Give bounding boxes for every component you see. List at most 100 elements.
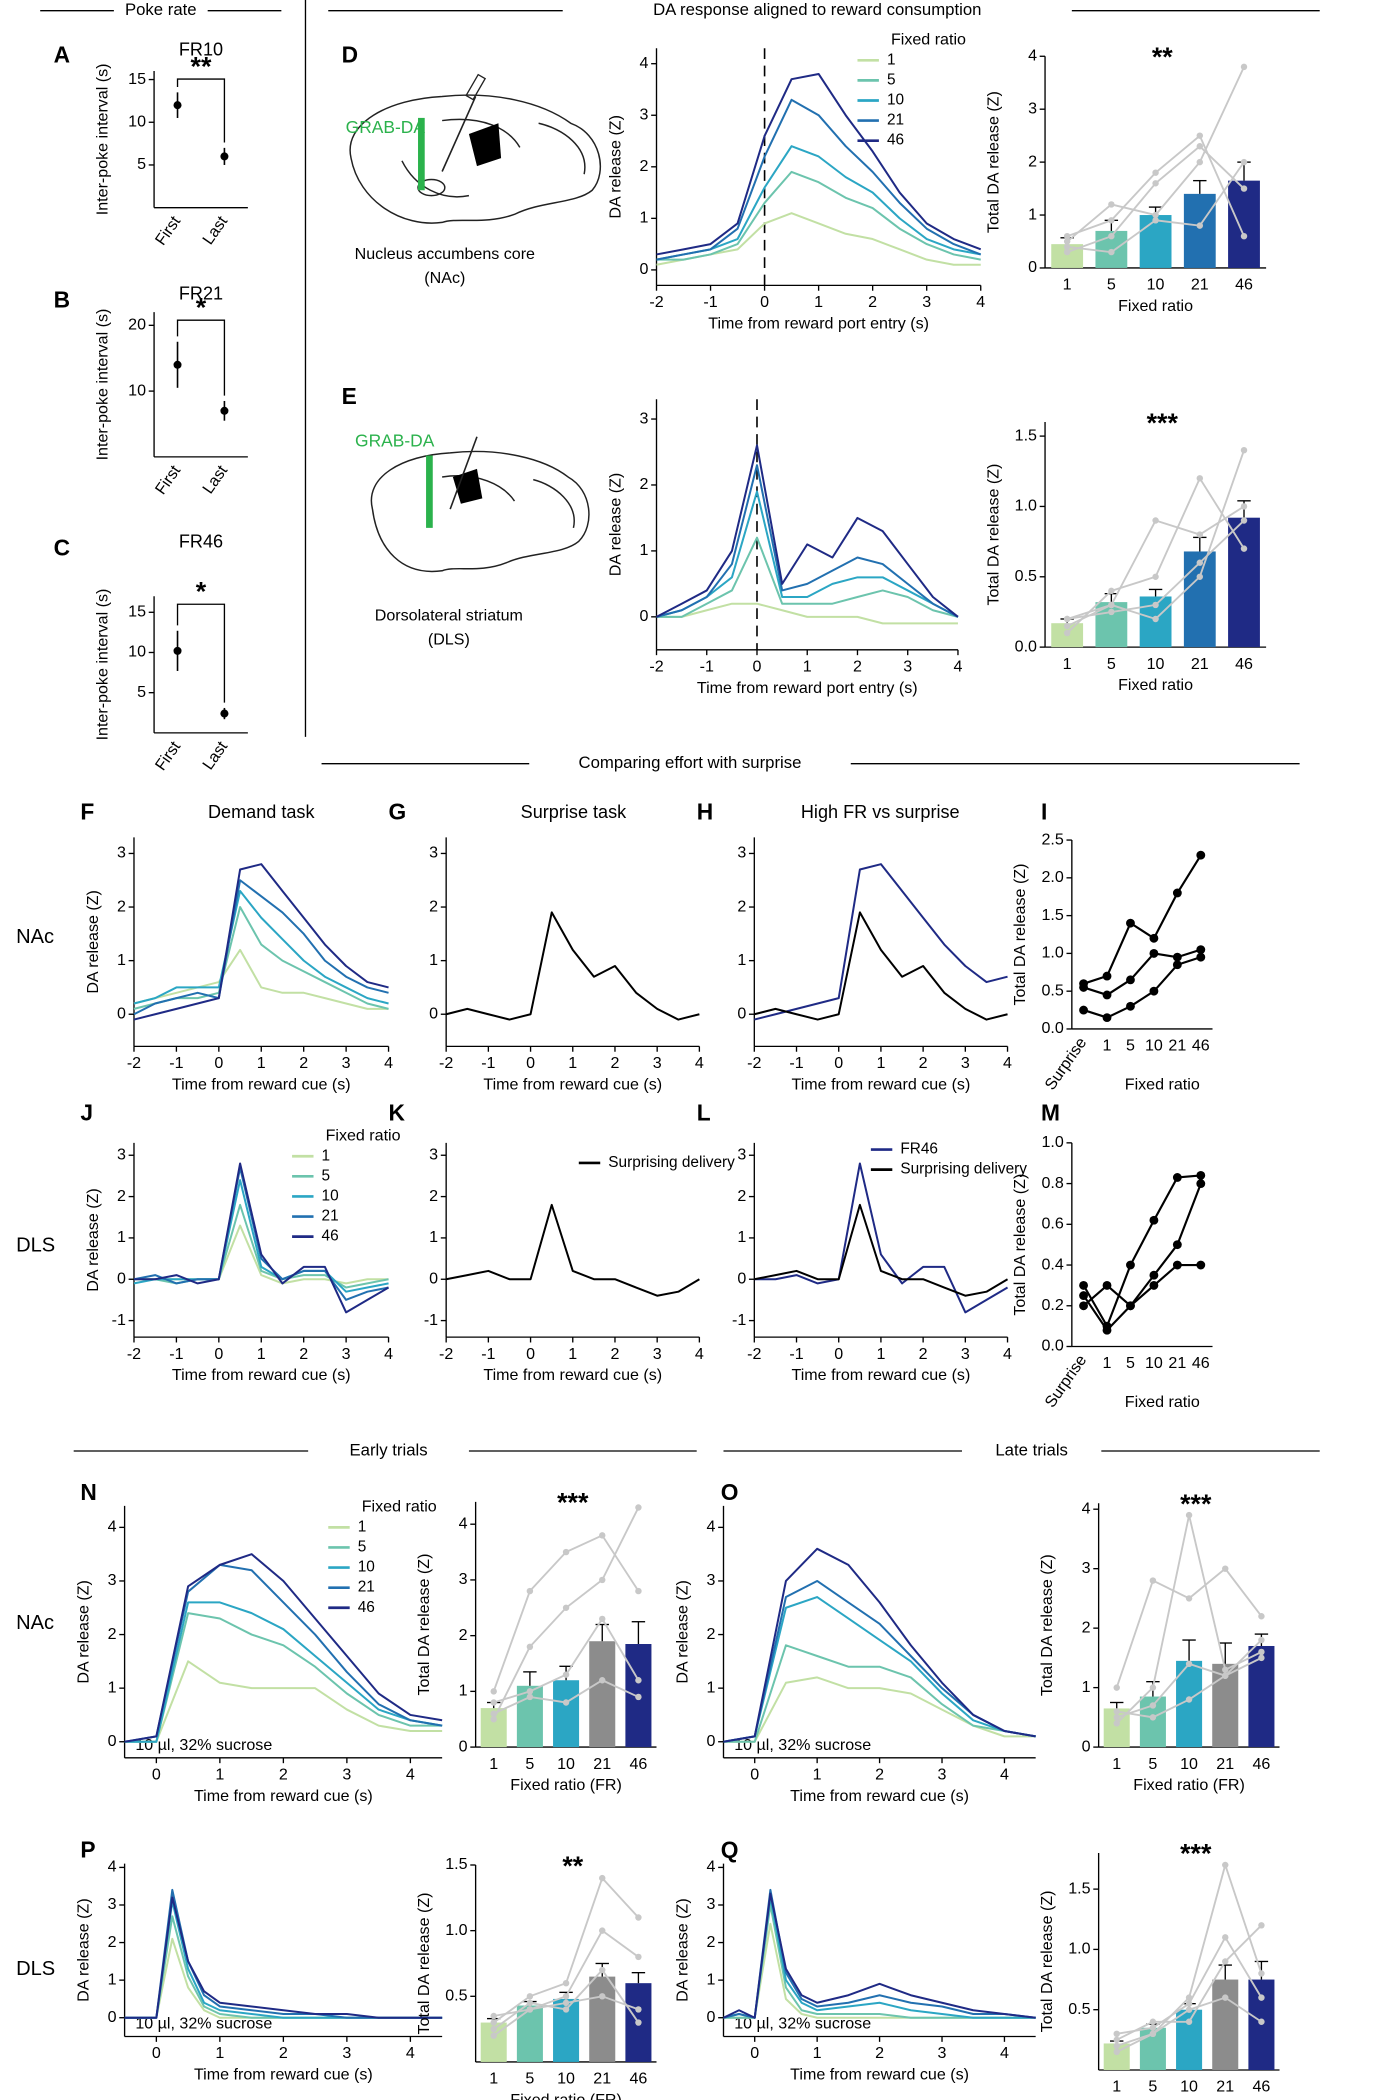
series-line: [723, 1596, 1036, 1743]
subject-point: [1108, 217, 1115, 224]
subject-point: [1185, 2006, 1193, 2013]
x-tick-label: 46: [1235, 655, 1253, 673]
probe-label: GRAB-DA: [355, 431, 435, 451]
illustration-nac: GRAB-DA Nucleus accumbens core (NAc): [346, 73, 601, 287]
point: [1102, 1325, 1112, 1335]
y-tick-label: 1: [707, 1970, 716, 1988]
y-tick-label: 0: [640, 607, 649, 625]
panel-title: FR21: [179, 284, 223, 304]
series-line: [723, 1547, 1036, 1743]
x-tick-label: 21: [593, 2070, 611, 2088]
x-tick-label: 4: [1003, 1345, 1012, 1363]
y-tick-label: 2: [1082, 1618, 1091, 1636]
y-tick-label: 0: [108, 1732, 117, 1750]
bar: [589, 1976, 616, 2062]
y-tick-label: 3: [707, 1571, 716, 1589]
subject-point: [1149, 1702, 1157, 1709]
y-tick-label: 0.5: [445, 1987, 467, 2005]
series-line: [723, 1892, 1036, 2019]
series-line: [124, 1915, 443, 2019]
x-tick-label: 0: [753, 657, 762, 675]
x-tick-label: 46: [629, 2070, 647, 2088]
x-tick-label: 1: [489, 2070, 498, 2088]
subject-point: [599, 1615, 606, 1623]
panel-letter: I: [1041, 798, 1047, 824]
subject-point: [599, 1993, 606, 2000]
subject-point: [490, 2019, 497, 2026]
x-tick-label: Last: [199, 462, 231, 498]
subject-point: [1149, 2024, 1157, 2032]
series-line: [723, 1903, 1036, 2019]
y-tick-label: 0: [117, 1004, 126, 1022]
subject-point: [1063, 243, 1071, 251]
x-tick-label: -2: [439, 1054, 453, 1072]
subject-point: [562, 1548, 570, 1556]
x-tick-label: 2: [868, 293, 877, 311]
panel-letter: O: [721, 1479, 739, 1505]
x-tick-label: 5: [525, 1755, 534, 1773]
subject-point: [1240, 232, 1248, 240]
y-tick-label: 0: [737, 1270, 746, 1288]
x-tick-label: 5: [1148, 2078, 1157, 2096]
x-tick-label: -1: [481, 1345, 495, 1363]
x-tick-label: 10: [1145, 1354, 1163, 1372]
x-axis-label: Fixed ratio: [1125, 1393, 1200, 1411]
legend-label: 10: [322, 1188, 339, 1205]
bar: [589, 1641, 616, 1748]
significance: *: [196, 293, 207, 323]
x-tick-label: 4: [406, 1765, 415, 1783]
y-tick-label: 3: [108, 1571, 117, 1589]
subject-point: [1152, 180, 1159, 187]
x-tick-label: -2: [649, 293, 663, 311]
x-tick-label: 2: [611, 1345, 620, 1363]
y-tick-label: 0.5: [1015, 567, 1037, 585]
y-axis-label: DA release (Z): [84, 890, 102, 994]
x-axis-label: Time from reward cue (s): [194, 1787, 373, 1805]
y-tick-label: 0: [108, 2008, 117, 2026]
syringe: [441, 96, 477, 172]
panel-letter: G: [389, 798, 407, 824]
series-line: [656, 72, 982, 256]
x-tick-label: 5: [1126, 1354, 1135, 1372]
y-tick-label: -1: [732, 1311, 746, 1329]
series-line: [723, 1644, 1036, 1743]
y-tick-label: 1: [429, 951, 438, 969]
x-tick-label: 21: [1216, 2078, 1234, 2096]
x-tick-label: -1: [169, 1345, 183, 1363]
legend-label: 1: [887, 51, 896, 68]
legend-label: Surprising delivery: [900, 1161, 1027, 1178]
point: [1172, 888, 1182, 898]
x-tick-label: 0: [526, 1054, 535, 1072]
point: [1126, 918, 1135, 928]
x-axis-label: Time from reward cue (s): [483, 1366, 662, 1384]
y-axis-label: DA release (Z): [607, 473, 625, 577]
panel-title: Demand task: [208, 802, 315, 822]
point: [1126, 1001, 1135, 1011]
panel-letter: J: [80, 1100, 93, 1126]
legend-label: 10: [887, 92, 904, 109]
subject-point: [1240, 63, 1248, 71]
y-tick-label: 3: [429, 1145, 438, 1163]
point: [173, 646, 182, 655]
significance: ***: [1147, 408, 1179, 438]
subject-point: [1149, 2018, 1157, 2025]
x-tick-label: 2: [611, 1054, 620, 1072]
syringe-body: [465, 73, 487, 101]
legend-label: 46: [358, 1599, 375, 1616]
x-axis-label: Time from reward cue (s): [172, 1075, 351, 1093]
y-tick-label: 3: [1028, 99, 1037, 117]
y-tick-label: 2: [108, 1933, 117, 1951]
x-axis-label: Time from reward port entry (s): [697, 679, 918, 697]
subject-point: [1063, 248, 1071, 256]
y-tick-label: 3: [117, 1145, 126, 1163]
subject-point: [1258, 1636, 1265, 1644]
series-line: [124, 1660, 443, 1743]
y-tick-label: 0.0: [1041, 1019, 1063, 1037]
y-tick-label: -1: [112, 1311, 126, 1329]
x-tick-label: 10: [1147, 655, 1165, 673]
y-tick-label: -1: [424, 1311, 438, 1329]
x-tick-label: 0: [152, 1765, 161, 1783]
subject-point: [1258, 1648, 1265, 1656]
x-tick-label: -2: [127, 1054, 141, 1072]
panel-letter: C: [54, 534, 70, 560]
